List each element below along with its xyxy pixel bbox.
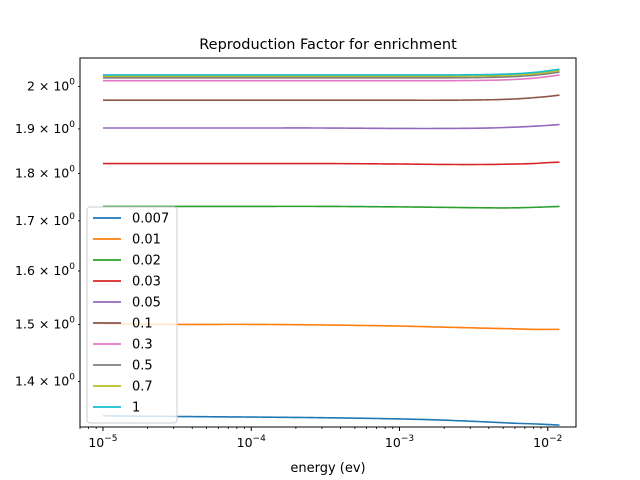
series-line-6 bbox=[102, 94, 560, 102]
legend-label-3: 0.02 bbox=[132, 254, 161, 269]
plot-frame bbox=[79, 57, 577, 428]
y-axis: 1.4 × 100 1.5 × 100 1.6 × 100 1.7 × 100 1.8 … bbox=[15, 77, 80, 388]
legend-box bbox=[86, 206, 178, 424]
chart-title: Reproduction Factor for enrichment bbox=[199, 37, 457, 53]
series-layer bbox=[102, 68, 560, 426]
y-tick-label: 1.9 × 100 bbox=[15, 120, 75, 136]
legend-label-7: 0.3 bbox=[132, 338, 153, 353]
legend-label-2: 0.01 bbox=[132, 233, 161, 248]
series-line-3 bbox=[102, 205, 560, 209]
series-line-1 bbox=[102, 415, 560, 426]
series-line-4 bbox=[102, 161, 560, 166]
series-line-5 bbox=[102, 123, 560, 130]
x-tick-label: 10−4 bbox=[237, 434, 266, 450]
legend-label-4: 0.03 bbox=[132, 275, 161, 290]
series-line-2 bbox=[102, 323, 560, 331]
y-tick-label: 1.6 × 100 bbox=[15, 262, 75, 278]
legend-label-8: 0.5 bbox=[132, 359, 153, 374]
legend-label-9: 0.7 bbox=[132, 380, 153, 395]
legend: 0.007 0.01 0.02 0.03 0.05 0.1 0.3 0.5 0.7 1 bbox=[86, 206, 178, 424]
y-tick-label: 1.4 × 100 bbox=[15, 372, 75, 388]
y-tick-label: 1.7 × 100 bbox=[15, 212, 75, 228]
x-tick-label: 10−3 bbox=[385, 434, 414, 450]
x-tick-label: 10−2 bbox=[533, 434, 562, 450]
legend-label-5: 0.05 bbox=[132, 296, 161, 311]
x-axis: 10−5 10−4 10−3 10−2 bbox=[79, 427, 562, 450]
x-axis-label: energy (ev) bbox=[290, 461, 365, 476]
legend-label-6: 0.1 bbox=[132, 317, 153, 332]
series-line-8 bbox=[102, 71, 560, 79]
y-tick-label: 1.5 × 100 bbox=[15, 315, 75, 331]
legend-label-1: 0.007 bbox=[132, 212, 169, 227]
series-line-9 bbox=[102, 69, 560, 78]
series-line-10 bbox=[102, 68, 560, 76]
series-line-7 bbox=[102, 74, 560, 82]
y-tick-label: 1.8 × 100 bbox=[15, 165, 75, 181]
y-tick-label: 2 × 100 bbox=[27, 77, 75, 93]
x-tick-label: 10−5 bbox=[88, 434, 117, 450]
legend-label-10: 1 bbox=[132, 401, 140, 416]
